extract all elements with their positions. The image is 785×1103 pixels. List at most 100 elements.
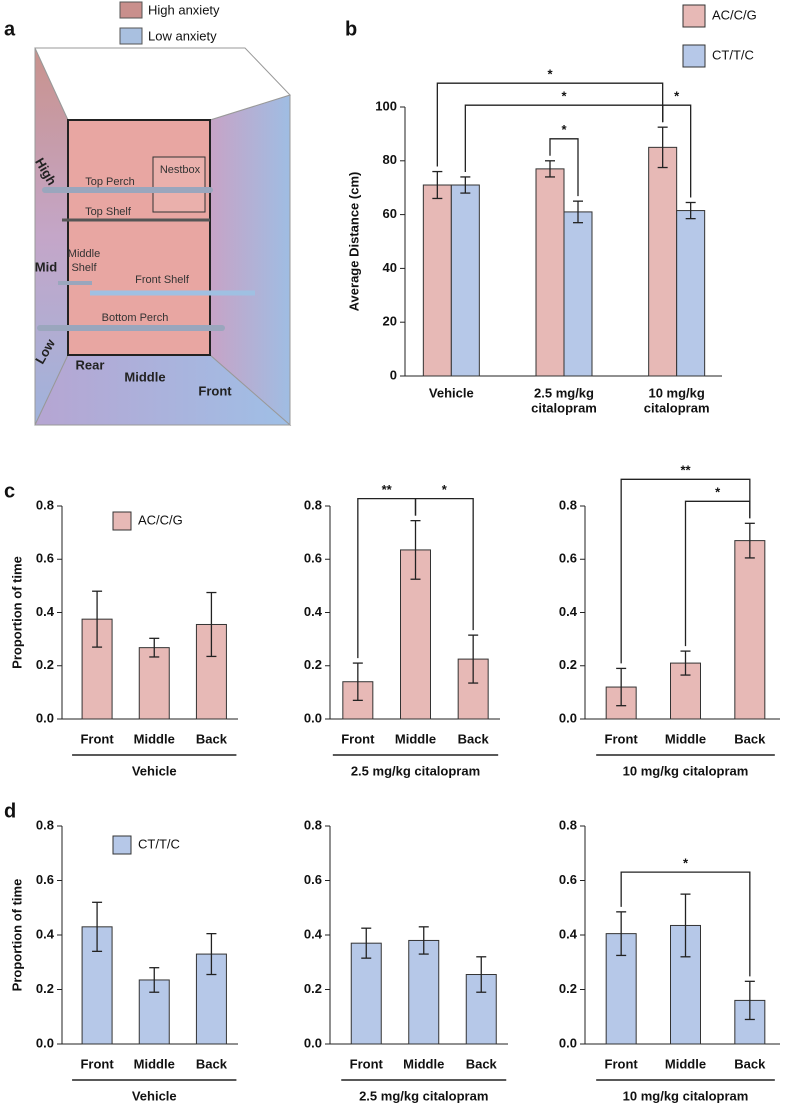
x-axis-label: 10 mg/kg citalopram <box>623 763 749 778</box>
item-label: Bottom Perch <box>102 312 169 324</box>
item-label: Top Perch <box>85 176 135 188</box>
x-tick-label: Front <box>80 1056 114 1071</box>
legend-label: CT/T/C <box>712 47 754 62</box>
item-label: Front Shelf <box>135 274 190 286</box>
depth-label: Rear <box>76 357 105 372</box>
depth-label: Front <box>198 383 232 398</box>
x-tick-label: Front <box>80 731 114 746</box>
item-label: Middle <box>68 248 100 260</box>
x-tick-label: Front <box>605 731 639 746</box>
significance-label: * <box>683 856 689 871</box>
y-tick-label: 0.0 <box>304 1035 322 1050</box>
y-tick-label: 0.2 <box>304 657 322 672</box>
x-tick-label: Back <box>734 1056 766 1071</box>
y-tick-label: 0.8 <box>559 497 577 512</box>
legend-swatch <box>119 1 143 19</box>
bar <box>734 540 766 720</box>
x-axis-label: 10 mg/kg citalopram <box>623 1088 749 1103</box>
legend-label: AC/C/G <box>138 512 183 527</box>
cage-diagram: High anxiety Low anxiety High Mid Low To… <box>32 1 292 427</box>
y-tick-label: 0.2 <box>36 981 54 996</box>
legend-swatch <box>682 44 706 68</box>
x-tick-label: Back <box>466 1056 498 1071</box>
zone-label: Mid <box>35 259 57 274</box>
y-tick-label: 0.6 <box>36 872 54 887</box>
y-tick-label: 0.4 <box>304 926 323 941</box>
y-tick-label: 0.6 <box>559 872 577 887</box>
x-tick-label: Back <box>458 731 490 746</box>
bar <box>450 184 480 377</box>
bar <box>138 647 170 720</box>
bar <box>648 146 678 377</box>
panel-label: c <box>4 480 15 502</box>
x-axis-label: Vehicle <box>132 1088 177 1103</box>
bar <box>535 168 565 377</box>
y-axis-label: Proportion of time <box>9 556 24 669</box>
x-tick-label: 10 mg/kg <box>648 385 704 400</box>
nestbox <box>152 156 206 213</box>
significance-bracket <box>436 82 664 167</box>
legend-label: CT/T/C <box>138 836 180 851</box>
x-tick-label: Vehicle <box>429 385 474 400</box>
y-tick-label: 0.0 <box>304 710 322 725</box>
x-tick-label: 2.5 mg/kg <box>534 385 594 400</box>
significance-label: * <box>442 482 448 497</box>
y-tick-label: 80 <box>383 152 397 167</box>
y-axis-label: Average Distance (cm) <box>346 172 361 312</box>
depth-label: Middle <box>124 369 165 384</box>
significance-bracket <box>620 478 751 664</box>
x-tick-label: citalopram <box>531 400 597 415</box>
y-tick-label: 0.2 <box>559 657 577 672</box>
x-tick-label: Front <box>350 1056 384 1071</box>
y-tick-label: 0.2 <box>559 981 577 996</box>
x-tick-label: citalopram <box>644 400 710 415</box>
y-tick-label: 60 <box>383 206 397 221</box>
y-tick-label: 0.4 <box>304 604 323 619</box>
legend-label: Low anxiety <box>148 28 217 43</box>
bar <box>676 210 706 377</box>
x-tick-label: Middle <box>665 731 706 746</box>
x-tick-label: Front <box>341 731 375 746</box>
x-tick-label: Middle <box>403 1056 444 1071</box>
y-tick-label: 0.8 <box>36 497 54 512</box>
legend-swatch <box>119 27 143 45</box>
y-tick-label: 40 <box>383 260 397 275</box>
significance-label: ** <box>382 482 393 497</box>
item-label: Shelf <box>71 262 97 274</box>
x-axis-label: Vehicle <box>132 763 177 778</box>
y-tick-label: 0.0 <box>36 710 54 725</box>
x-tick-label: Back <box>196 1056 228 1071</box>
y-tick-label: 0.8 <box>304 497 322 512</box>
legend-label: High anxiety <box>148 2 220 17</box>
legend-label: AC/C/G <box>712 7 757 22</box>
significance-label: ** <box>680 463 691 478</box>
x-tick-label: Front <box>605 1056 639 1071</box>
y-tick-label: 0 <box>390 367 397 382</box>
significance-label: * <box>547 67 553 82</box>
y-tick-label: 0.0 <box>36 1035 54 1050</box>
x-tick-label: Middle <box>395 731 436 746</box>
y-tick-label: 0.8 <box>36 817 54 832</box>
y-tick-label: 0.0 <box>559 710 577 725</box>
significance-bracket <box>549 138 579 197</box>
bar <box>408 939 440 1045</box>
bar <box>563 211 593 377</box>
x-tick-label: Back <box>196 731 228 746</box>
y-tick-label: 0.6 <box>304 872 322 887</box>
y-tick-label: 100 <box>375 98 397 113</box>
y-tick-label: 0.8 <box>559 817 577 832</box>
y-tick-label: 0.2 <box>304 981 322 996</box>
y-tick-label: 0.4 <box>559 604 578 619</box>
bar <box>422 184 452 377</box>
x-axis-label: 2.5 mg/kg citalopram <box>359 1088 488 1103</box>
y-axis-label: Proportion of time <box>9 879 24 992</box>
y-tick-label: 0.6 <box>36 551 54 566</box>
bar <box>138 979 170 1045</box>
panel-label: b <box>345 18 357 40</box>
legend-swatch <box>112 511 132 531</box>
significance-label: * <box>561 122 567 137</box>
significance-label: * <box>674 89 680 104</box>
item-label: Nestbox <box>160 164 201 176</box>
x-tick-label: Middle <box>134 1056 175 1071</box>
